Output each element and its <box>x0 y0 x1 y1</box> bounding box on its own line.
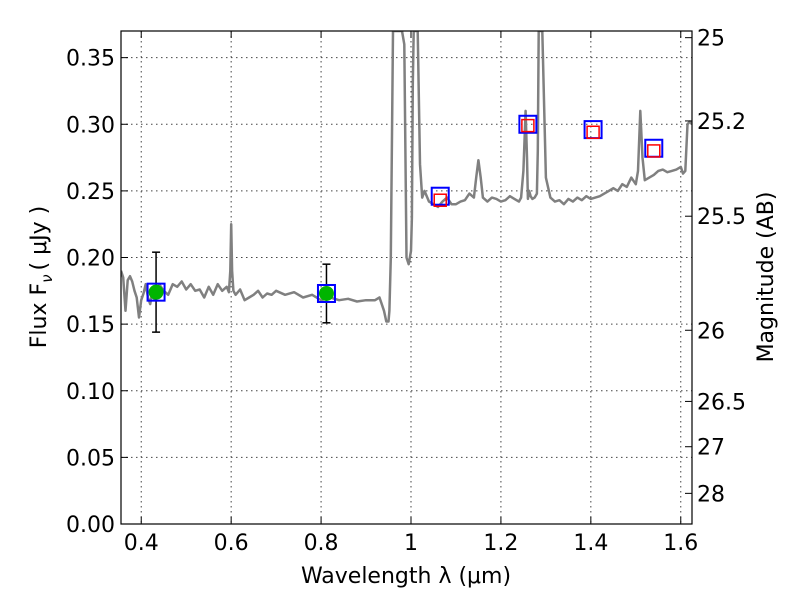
y-tick-label: 0.15 <box>66 313 115 338</box>
spectrum-line <box>121 31 692 323</box>
y-tick-label: 0.10 <box>66 380 115 405</box>
right-tick-label: 25 <box>697 27 725 52</box>
photometry-point <box>148 284 164 300</box>
y-tick-label: 0.20 <box>66 247 115 272</box>
y-tick-label: 0.25 <box>66 180 115 205</box>
model-red-square <box>647 144 661 158</box>
x-tick-label: 0.6 <box>214 531 249 556</box>
y-tick-label: 0.05 <box>66 446 115 471</box>
right-tick-label: 27 <box>697 436 725 461</box>
x-tick-label: 0.4 <box>124 531 159 556</box>
y-axis-ticks: 0.00 0.05 0.10 0.15 0.20 0.25 0.30 0.35 <box>66 47 128 538</box>
x-axis-ticks: 0.4 0.6 0.8 1 1.2 1.4 1.6 <box>124 31 698 556</box>
model-red-square <box>433 193 447 207</box>
grid-lines <box>121 31 692 525</box>
right-tick-label: 28 <box>697 482 725 507</box>
right-tick-label: 26 <box>697 319 725 344</box>
model-red-square <box>586 125 600 140</box>
x-tick-label: 1.6 <box>663 531 698 556</box>
spectrum-layer <box>121 31 692 323</box>
y-axis-label-unit: ( μJy ) <box>27 206 52 271</box>
y-tick-label: 0.30 <box>66 113 115 138</box>
x-tick-label: 0.8 <box>304 531 339 556</box>
model-blue-square <box>316 283 336 303</box>
svg-text:Flux Fν( μJy ): Flux Fν ( μJy ) <box>27 206 56 348</box>
photometry-points <box>146 114 664 333</box>
y-tick-label: 0.35 <box>66 47 115 72</box>
y-axis-label: Flux Fν ( μJy ) <box>27 206 56 348</box>
x-tick-label: 1 <box>404 531 418 556</box>
y-axis-label-main: Flux F <box>27 283 52 348</box>
model-blue-square <box>430 186 450 206</box>
right-axis-label: Magnitude (AB) <box>754 192 779 363</box>
x-axis-label: Wavelength λ (μm) <box>301 564 511 589</box>
x-tick-label: 1.2 <box>483 531 518 556</box>
model-blue-square <box>146 282 166 302</box>
right-tick-label: 25.2 <box>697 110 746 135</box>
model-blue-square <box>518 114 538 134</box>
right-tick-label: 26.5 <box>697 390 746 415</box>
plot-frame <box>120 30 693 525</box>
x-tick-label: 1.4 <box>573 531 608 556</box>
y-axis-label-sub: ν <box>38 274 56 282</box>
right-tick-label: 25.5 <box>697 205 746 230</box>
photometry-point <box>318 285 334 301</box>
right-axis-ticks: 25 25.2 25.5 26 26.5 27 28 <box>685 27 746 507</box>
model-red-square <box>521 118 535 133</box>
y-tick-label: 0.00 <box>66 513 115 538</box>
